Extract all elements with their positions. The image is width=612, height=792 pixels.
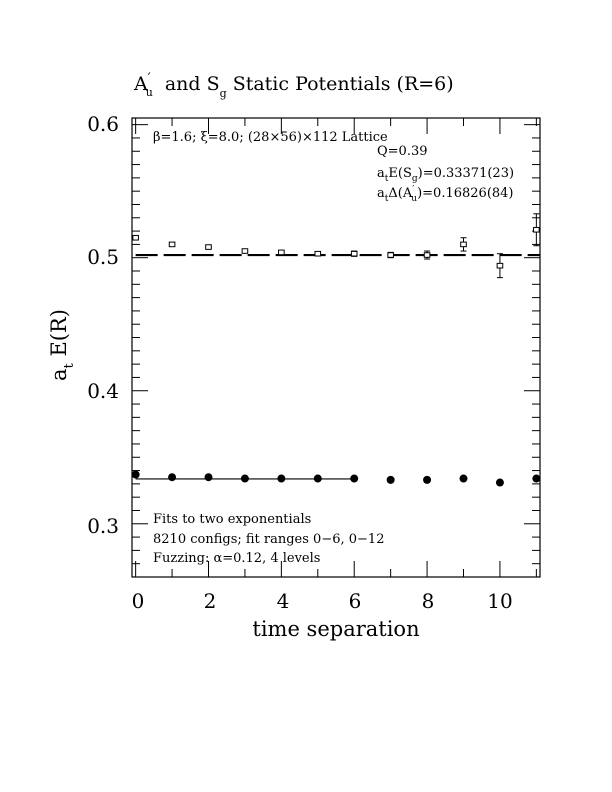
- point-0-10: [496, 262, 504, 269]
- y-tick-labels: 0.3 0.4 0.5 0.6: [87, 112, 119, 538]
- point-1-7: [386, 475, 395, 484]
- annotation-energy-sg-t: t: [385, 174, 389, 184]
- y-tick-label-0.5: 0.5: [87, 245, 119, 269]
- point-1-4: [277, 474, 286, 483]
- x-axis-title: time separation: [252, 617, 419, 641]
- chart-title: A′ u and Sg Static Potentials (R=6): [133, 71, 454, 100]
- point-0-1: [168, 241, 176, 248]
- fit-lines: [135, 253, 540, 480]
- annotation-fits: Fits to two exponentials: [153, 512, 311, 527]
- point-0-11: [533, 226, 540, 233]
- point-1-10: [495, 478, 504, 487]
- point-0-3: [241, 248, 249, 254]
- point-0-4: [278, 249, 285, 256]
- annotation-energy-sg-g: g: [412, 174, 418, 184]
- point-1-5: [313, 474, 322, 483]
- point-0-6: [350, 250, 358, 257]
- point-1-9: [459, 474, 468, 483]
- point-1-6: [350, 474, 359, 483]
- annotations: β=1.6; ξ=8.0; (28×56)×112 Lattice Q=0.39…: [153, 130, 514, 566]
- x-tick-label-6: 6: [349, 589, 362, 613]
- point-0-2: [205, 244, 212, 250]
- point-1-2: [204, 473, 213, 482]
- annotation-energy-sg-a: a: [377, 166, 385, 181]
- y-tick-label-0.6: 0.6: [87, 112, 119, 136]
- annotation-configs: 8210 configs; fit ranges 0−6, 0−12: [153, 532, 384, 547]
- point-0-7: [387, 252, 394, 258]
- title-a: A: [133, 73, 148, 95]
- annotation-energy-sg-rest: )=0.33371(23): [418, 166, 514, 181]
- annotation-energy-au-t: t: [385, 194, 389, 204]
- y-axis-title-a: a: [47, 368, 71, 381]
- point-1-3: [240, 474, 249, 483]
- point-1-1: [168, 473, 177, 482]
- y-tick-label-0.4: 0.4: [87, 379, 119, 403]
- y-axis-title-sub: t: [62, 362, 77, 368]
- tick-marks: [132, 118, 540, 577]
- annotation-fuzzing: Fuzzing: α=0.12, 4 levels: [153, 551, 320, 566]
- x-tick-label-10: 10: [487, 589, 512, 613]
- x-tick-label-4: 4: [277, 589, 290, 613]
- x-tick-label-0: 0: [132, 589, 145, 613]
- svg-text:at E(R): at E(R): [47, 309, 77, 381]
- x-tick-label-2: 2: [204, 589, 217, 613]
- point-1-11: [532, 474, 541, 483]
- x-tick-label-8: 8: [422, 589, 435, 613]
- svg-text:A′u and Sg Static Potentials (: A′ u and Sg Static Potentials (R=6): [133, 71, 454, 100]
- point-0-0: [132, 234, 139, 241]
- y-axis-title: at E(R): [47, 309, 77, 381]
- annotation-energy-au-a: a: [377, 186, 385, 201]
- title-mid: and S: [159, 73, 220, 95]
- annotation-energy-sg: atE(Sg)=0.33371(23): [377, 166, 514, 184]
- data-points: [131, 213, 541, 487]
- annotation-energy-sg-mid: E(S: [388, 166, 411, 181]
- title-rest: Static Potentials (R=6): [227, 73, 454, 95]
- annotation-energy-au: atΔ(A′ u)=0.16826(84): [377, 185, 514, 204]
- y-axis-title-rest: E(R): [47, 309, 71, 363]
- point-1-8: [423, 475, 432, 484]
- plot-frame: [131, 117, 541, 578]
- title-a-sub: u: [146, 86, 153, 99]
- annotation-energy-au-prime: ′: [412, 185, 414, 195]
- point-0-8: [423, 252, 431, 258]
- title-a-prime: ′: [148, 71, 151, 86]
- annotation-energy-au-rest: )=0.16826(84): [417, 186, 513, 201]
- annotation-lattice: β=1.6; ξ=8.0; (28×56)×112 Lattice: [153, 130, 388, 145]
- x-tick-labels: 0 2 4 6 8 10: [132, 589, 513, 613]
- point-0-5: [314, 250, 322, 257]
- y-tick-label-0.3: 0.3: [87, 514, 119, 538]
- point-0-9: [460, 241, 467, 248]
- annotation-energy-au-mid: Δ(A: [388, 186, 412, 201]
- title-s-sub: g: [220, 87, 227, 100]
- point-1-0: [131, 470, 140, 479]
- annotation-q: Q=0.39: [377, 144, 428, 159]
- annotation-energy-au-u: u: [411, 194, 417, 204]
